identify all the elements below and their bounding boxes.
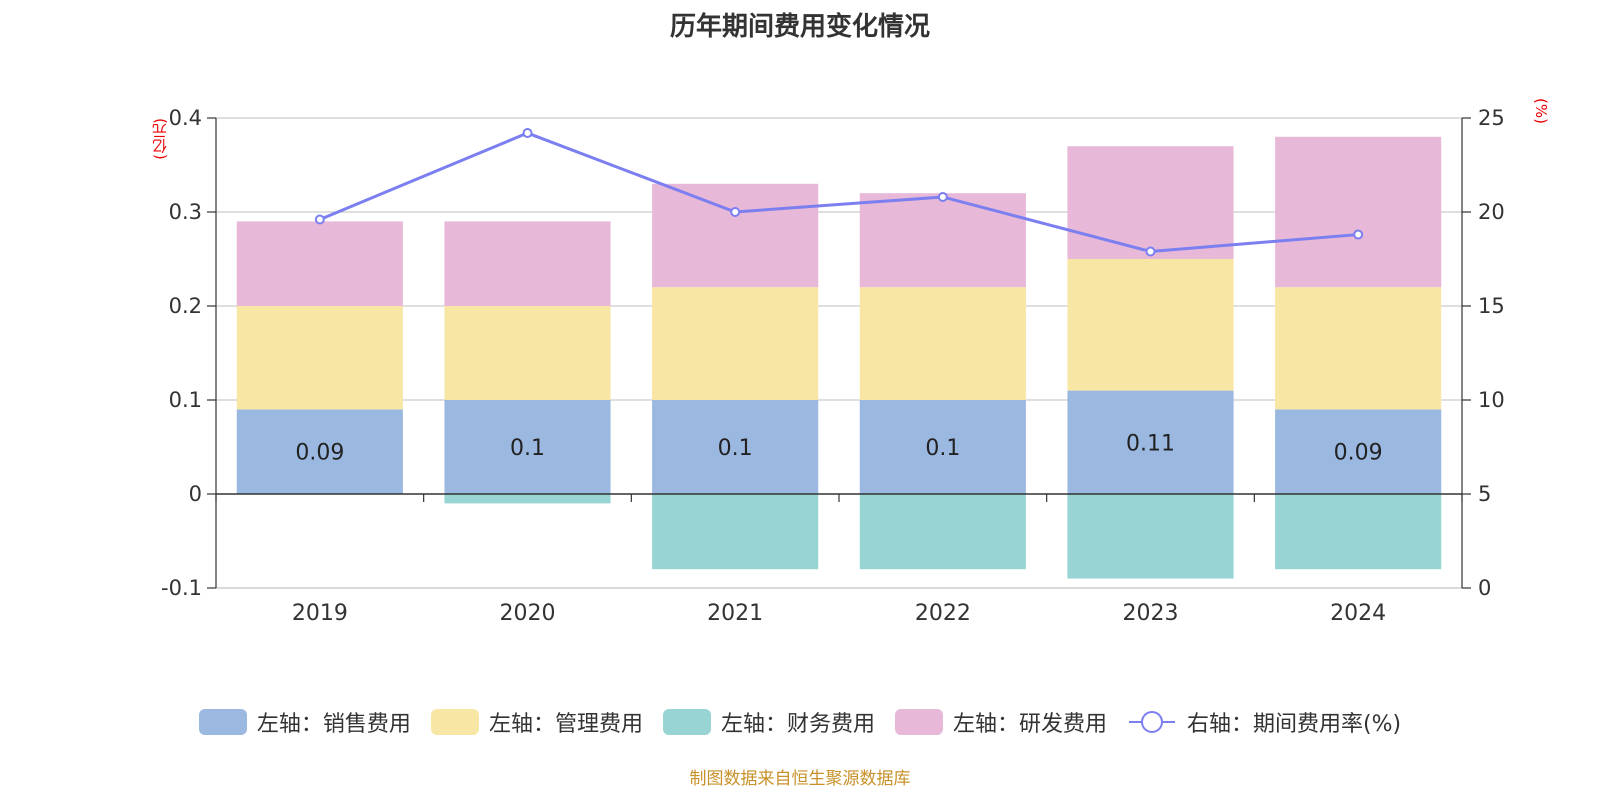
bar-segment bbox=[859, 193, 1026, 288]
bar-segment bbox=[444, 494, 611, 504]
bar-segment bbox=[1067, 259, 1234, 391]
legend-item-sales[interactable]: 左轴：销售费用 bbox=[198, 706, 411, 738]
legend-label-rate: 右轴：期间费用率(%) bbox=[1186, 712, 1402, 737]
legend-swatch-admin bbox=[430, 709, 479, 735]
chart-title: 历年期间费用变化情况 bbox=[669, 12, 930, 42]
bar-segment bbox=[1067, 146, 1234, 259]
left-axis-tick-label: 0.1 bbox=[169, 388, 202, 412]
right-axis-tick-label: 0 bbox=[1478, 576, 1491, 600]
legend-swatch-rd bbox=[894, 709, 943, 735]
left-axis-tick-label: 0.3 bbox=[169, 200, 202, 224]
legend-item-rd[interactable]: 左轴：研发费用 bbox=[894, 706, 1107, 738]
bar-segment bbox=[1275, 287, 1442, 410]
bar-segment bbox=[652, 183, 819, 288]
bar-segment bbox=[1067, 390, 1234, 494]
bar-data-label: 0.1 bbox=[510, 436, 545, 461]
rate-point bbox=[1353, 229, 1364, 240]
right-axis-tick-label: 25 bbox=[1478, 106, 1505, 130]
bar-data-label: 0.09 bbox=[295, 441, 344, 466]
bar-segment bbox=[444, 400, 611, 494]
bar-segment bbox=[859, 494, 1026, 570]
x-axis-category-label: 2019 bbox=[292, 601, 348, 626]
bar-segment bbox=[1275, 494, 1442, 570]
left-axis-tick-label: -0.1 bbox=[161, 576, 202, 600]
bar-data-label: 0.1 bbox=[925, 436, 960, 461]
bar-data-label: 0.11 bbox=[1126, 431, 1175, 456]
rate-point bbox=[314, 214, 325, 225]
bar-segment bbox=[652, 494, 819, 570]
chart-plot-area: 0.4 0.3 0.2 0.1 0 -0.1 25 20 15 10 5 0 0.09 0.1 0.1 0.1… bbox=[161, 106, 1505, 626]
left-axis-tick-label: 0 bbox=[189, 482, 202, 506]
legend-item-rate[interactable]: 右轴：期间费用率(%) bbox=[1127, 706, 1401, 738]
rate-line bbox=[319, 131, 1359, 253]
x-axis-category-label: 2022 bbox=[915, 601, 971, 626]
bar-data-label: 0.1 bbox=[718, 436, 753, 461]
x-axis-category-label: 2024 bbox=[1330, 601, 1386, 626]
bar-segment bbox=[236, 221, 403, 306]
legend-swatch-sales bbox=[198, 709, 247, 735]
x-axis-category-label: 2023 bbox=[1123, 601, 1179, 626]
right-axis-tick-label: 5 bbox=[1478, 482, 1491, 506]
rate-point bbox=[1145, 246, 1156, 257]
bar-segment bbox=[444, 306, 611, 400]
bar-segment bbox=[1275, 136, 1442, 288]
rate-point bbox=[730, 207, 741, 217]
legend-label-finance: 左轴：财务费用 bbox=[720, 712, 875, 737]
bar-segment bbox=[859, 400, 1026, 494]
legend-line-circle-icon bbox=[1128, 711, 1175, 733]
legend-item-finance[interactable]: 左轴：财务费用 bbox=[662, 706, 875, 738]
legend-label-admin: 左轴：管理费用 bbox=[488, 712, 643, 737]
legend-label-sales: 左轴：销售费用 bbox=[256, 712, 411, 737]
rate-point bbox=[522, 128, 533, 139]
right-axis-tick-label: 20 bbox=[1478, 200, 1505, 224]
bar-segment bbox=[236, 306, 403, 410]
left-axis-tick-label: 0.4 bbox=[169, 106, 202, 130]
left-axis-tick-label: 0.2 bbox=[169, 294, 202, 318]
right-axis-tick-label: 15 bbox=[1478, 294, 1505, 318]
x-axis-category-label: 2020 bbox=[500, 601, 556, 626]
legend-swatch-finance bbox=[662, 709, 711, 735]
source-note: 制图数据来自恒生聚源数据库 bbox=[689, 769, 911, 789]
legend-item-admin[interactable]: 左轴：管理费用 bbox=[430, 706, 643, 738]
legend-label-rd: 左轴：研发费用 bbox=[952, 712, 1107, 737]
bar-segment bbox=[652, 287, 819, 400]
rate-point bbox=[937, 191, 948, 202]
x-axis-category-label: 2021 bbox=[707, 601, 763, 626]
right-axis-tick-label: 10 bbox=[1478, 388, 1505, 412]
bar-segment bbox=[859, 287, 1026, 400]
bar-segment bbox=[1067, 494, 1234, 579]
bar-segment bbox=[236, 409, 403, 494]
bar-segment bbox=[652, 400, 819, 494]
bar-segment bbox=[1275, 409, 1442, 494]
right-axis-unit: (%) bbox=[1532, 98, 1550, 124]
bar-segment bbox=[444, 221, 611, 306]
bar-data-label: 0.09 bbox=[1334, 441, 1383, 466]
legend: 左轴：销售费用 左轴：管理费用 左轴：财务费用 左轴：研发费用 右轴：期间费用率… bbox=[0, 706, 1600, 738]
